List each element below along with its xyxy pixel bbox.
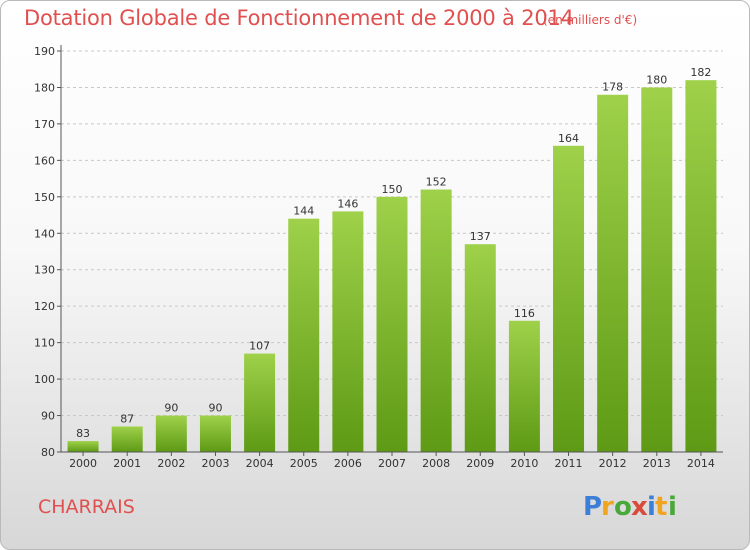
y-tick-label: 130 (34, 264, 55, 277)
x-tick-label: 2003 (201, 457, 229, 470)
y-tick-label: 80 (41, 446, 55, 459)
y-tick-label: 170 (34, 118, 55, 131)
x-tick-label: 2012 (599, 457, 627, 470)
y-tick-label: 110 (34, 337, 55, 350)
commune-name: CHARRAIS (38, 496, 135, 518)
x-tick-label: 2013 (643, 457, 671, 470)
data-label: 182 (690, 66, 711, 79)
bar (199, 415, 231, 452)
svg-text:i: i (647, 492, 656, 522)
x-tick-label: 2005 (290, 457, 318, 470)
data-label: 180 (646, 73, 667, 86)
bar (508, 320, 540, 452)
x-tick-label: 2008 (422, 457, 450, 470)
data-label: 90 (164, 402, 178, 415)
x-tick-label: 2000 (69, 457, 97, 470)
data-label: 152 (426, 176, 447, 189)
x-tick-label: 2001 (113, 457, 141, 470)
y-tick-label: 120 (34, 300, 55, 313)
x-tick-label: 2006 (334, 457, 362, 470)
chart-title: Dotation Globale de Fonctionnement de 20… (24, 6, 574, 30)
svg-text:o: o (614, 492, 632, 522)
y-tick-label: 180 (34, 81, 55, 94)
x-tick-label: 2011 (555, 457, 583, 470)
y-tick-label: 190 (34, 45, 55, 58)
bar (685, 80, 717, 452)
bar (332, 211, 364, 452)
data-label: 178 (602, 81, 623, 94)
bar (155, 415, 187, 452)
bar (376, 196, 408, 452)
x-tick-label: 2004 (246, 457, 274, 470)
svg-text:i: i (668, 492, 677, 522)
svg-text:t: t (655, 492, 667, 522)
bar (553, 145, 585, 453)
x-tick-label: 2009 (466, 457, 494, 470)
x-tick-label: 2010 (510, 457, 538, 470)
svg-text:x: x (631, 492, 648, 522)
bar (597, 94, 629, 452)
svg-text:r: r (601, 492, 614, 522)
svg-text:P: P (583, 492, 602, 522)
data-label: 107 (249, 340, 270, 353)
data-label: 150 (382, 183, 403, 196)
data-label: 83 (76, 427, 90, 440)
data-label: 87 (120, 412, 134, 425)
data-label: 164 (558, 132, 579, 145)
chart-subtitle: (en milliers d'€) (543, 13, 638, 27)
data-label: 90 (208, 402, 222, 415)
x-tick-label: 2002 (157, 457, 185, 470)
data-label: 116 (514, 307, 535, 320)
y-tick-label: 90 (41, 410, 55, 423)
proxiti-logo: P r o x i t i (583, 488, 693, 524)
x-tick-label: 2007 (378, 457, 406, 470)
bar (420, 189, 452, 452)
y-tick-label: 140 (34, 227, 55, 240)
y-tick-label: 160 (34, 154, 55, 167)
x-tick-label: 2014 (687, 457, 715, 470)
bar (641, 87, 673, 453)
data-label: 144 (293, 205, 314, 218)
bar (464, 244, 496, 452)
data-label: 146 (337, 197, 358, 210)
bar (111, 426, 143, 452)
bar (67, 441, 99, 452)
y-tick-label: 150 (34, 191, 55, 204)
data-label: 137 (470, 230, 491, 243)
bar (244, 353, 276, 452)
y-tick-label: 100 (34, 373, 55, 386)
bar (288, 218, 320, 452)
